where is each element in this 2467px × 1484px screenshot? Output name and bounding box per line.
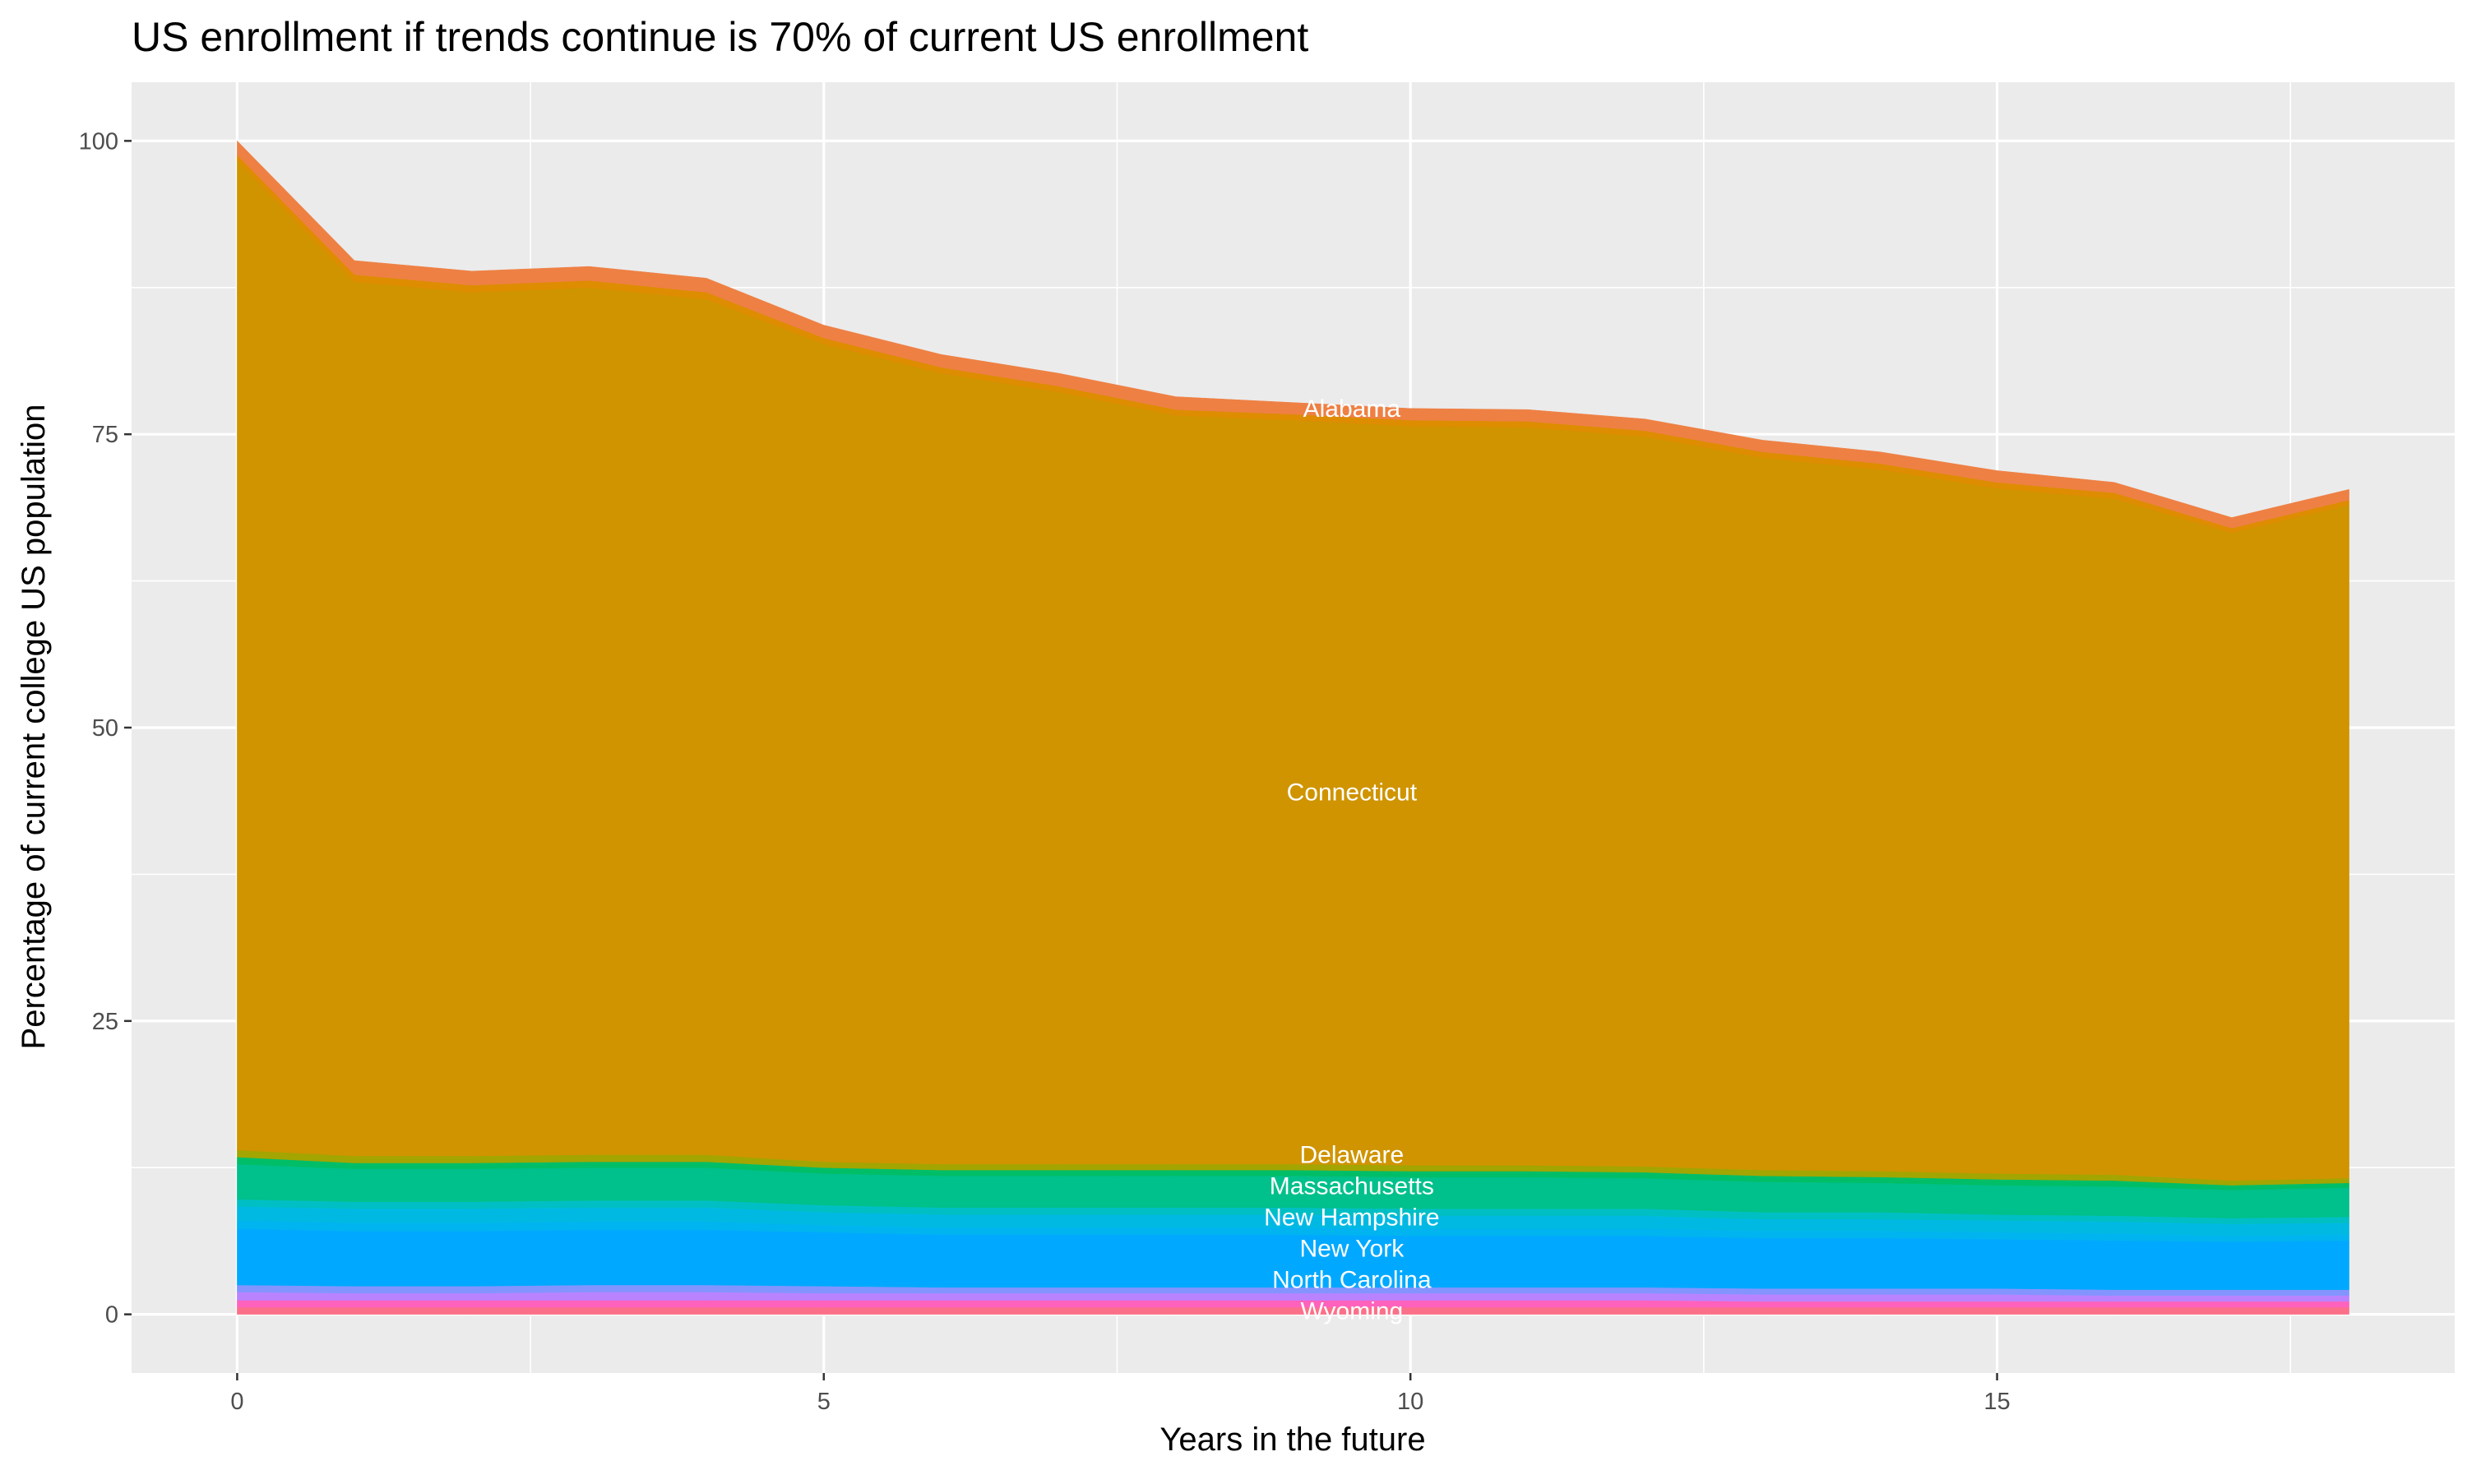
area-label-wyoming: Wyoming [1300, 1297, 1403, 1325]
area-label-delaware: Delaware [1299, 1141, 1404, 1168]
area-wyoming [237, 1306, 2349, 1315]
area-label-connecticut: Connecticut [1287, 779, 1418, 807]
x-tick-label: 10 [1397, 1389, 1423, 1415]
y-tick-label: 25 [92, 1009, 118, 1035]
stacked-areas [237, 140, 2349, 1315]
area-label-massachusetts: Massachusetts [1270, 1172, 1434, 1200]
x-axis-title: Years in the future [1159, 1422, 1425, 1458]
area-label-alabama: Alabama [1303, 395, 1401, 423]
y-tick-label: 0 [105, 1302, 118, 1329]
chart-title: US enrollment if trends continue is 70% … [132, 14, 1308, 60]
x-tick-label: 5 [817, 1389, 831, 1415]
y-axis-title: Percentage of current college US populat… [16, 405, 52, 1050]
axes: 0 5 10 15 0 25 50 75 100 [79, 128, 2011, 1415]
area-label-new-york: New York [1299, 1235, 1405, 1262]
area-labels: Wyoming North Carolina New York New Hampshi… [1264, 395, 1439, 1325]
y-tick-label: 75 [92, 422, 118, 448]
area-label-north-carolina: North Carolina [1272, 1266, 1432, 1293]
area-alabama [237, 140, 2349, 529]
x-tick-label: 0 [230, 1389, 243, 1415]
y-tick-label: 100 [79, 128, 118, 155]
y-tick-label: 50 [92, 715, 118, 742]
area-label-new-hampshire: New Hampshire [1264, 1204, 1439, 1231]
x-tick-label: 15 [1983, 1389, 2010, 1415]
